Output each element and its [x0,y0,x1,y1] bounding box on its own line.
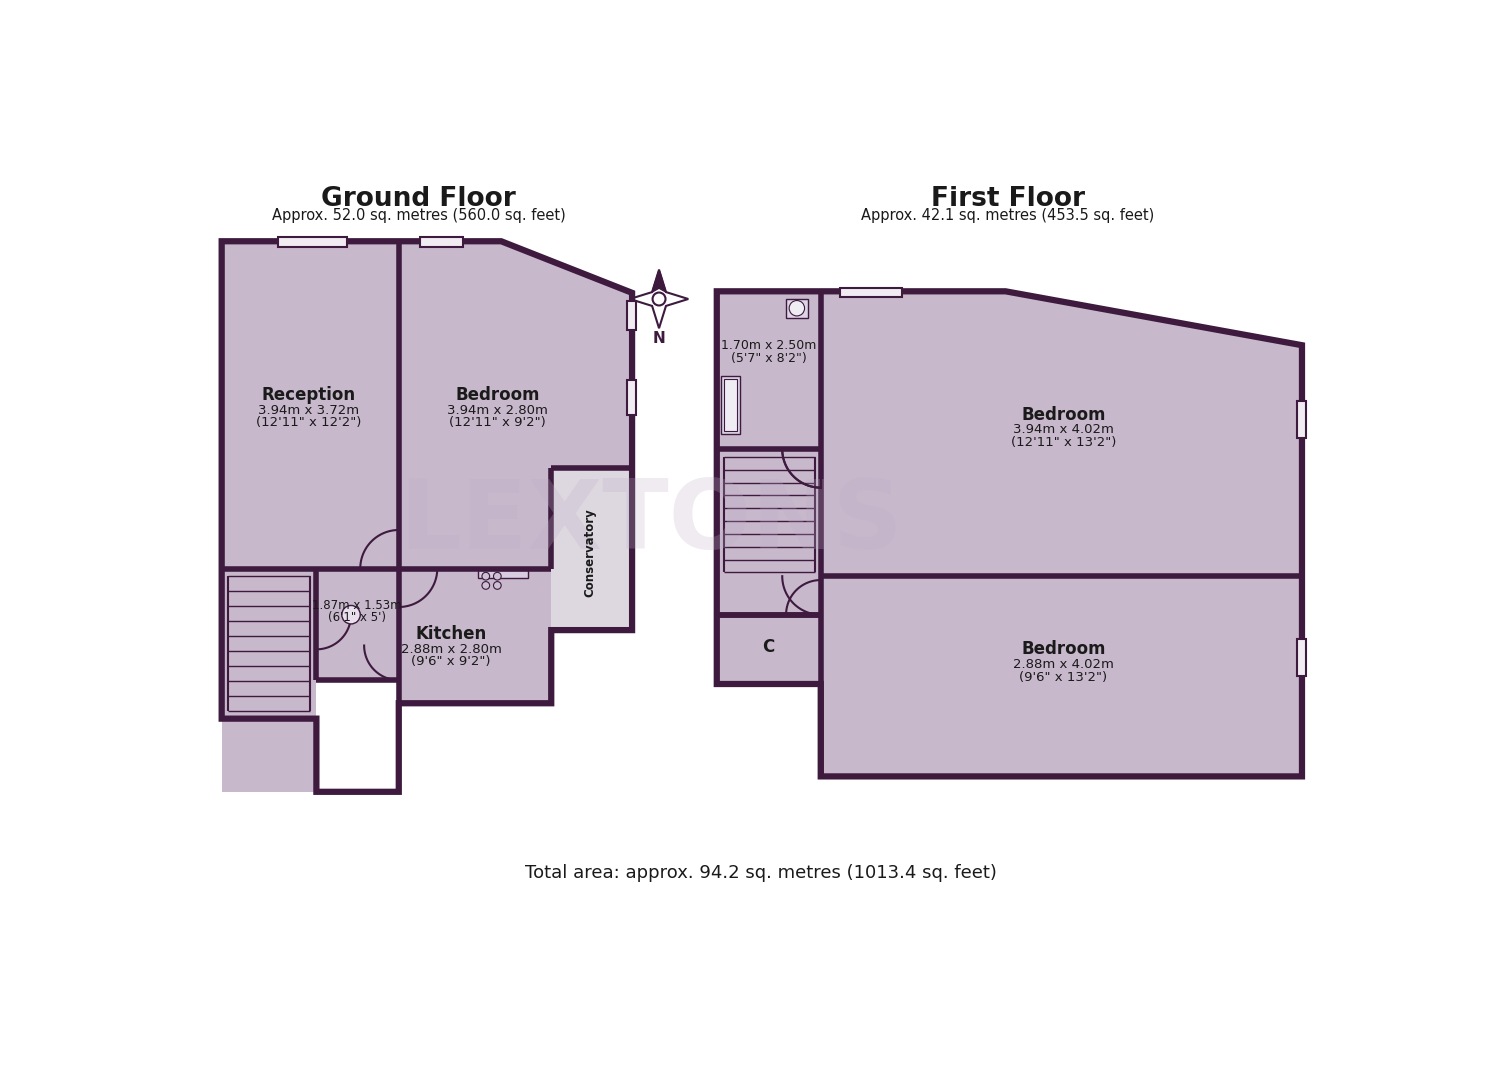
Circle shape [342,606,361,624]
Bar [723,379,737,431]
Text: Reception: Reception [261,387,356,404]
Text: 1.87m x 1.53m: 1.87m x 1.53m [312,599,402,612]
Text: (9'6" x 13'2"): (9'6" x 13'2") [1019,671,1108,684]
Bar [720,376,740,434]
Bar [841,288,901,297]
Text: First Floor: First Floor [931,186,1086,212]
Polygon shape [221,718,316,792]
Bar [478,570,529,578]
Bar [627,300,636,329]
Text: Bedroom: Bedroom [1022,640,1105,659]
Polygon shape [316,568,399,680]
Polygon shape [652,270,665,292]
Text: Total area: approx. 94.2 sq. metres (1013.4 sq. feet): Total area: approx. 94.2 sq. metres (101… [524,864,996,881]
Circle shape [483,572,490,580]
Text: 3.94m x 2.80m: 3.94m x 2.80m [447,404,548,417]
Polygon shape [221,568,316,718]
Text: Kitchen: Kitchen [416,625,487,643]
Bar [1296,401,1305,437]
Circle shape [483,582,490,590]
Polygon shape [399,568,551,703]
Circle shape [493,572,502,580]
Bar [1296,639,1305,676]
Circle shape [789,300,805,316]
Polygon shape [551,469,633,630]
Text: (9'6" x 9'2"): (9'6" x 9'2") [411,656,492,669]
Polygon shape [399,241,633,568]
Polygon shape [221,241,399,568]
Polygon shape [717,449,821,684]
Text: 2.88m x 4.02m: 2.88m x 4.02m [1013,658,1114,672]
Text: (12'11" x 9'2"): (12'11" x 9'2") [448,417,545,430]
Text: Bedroom: Bedroom [1022,405,1105,423]
Text: (12'11" x 13'2"): (12'11" x 13'2") [1011,435,1115,448]
Polygon shape [821,577,1302,777]
Text: LEXTONS: LEXTONS [399,476,903,569]
Text: C: C [762,638,775,656]
Text: Ground Floor: Ground Floor [321,186,517,212]
Text: (12'11" x 12'2"): (12'11" x 12'2") [255,417,361,430]
Bar [420,238,463,246]
Text: 3.94m x 4.02m: 3.94m x 4.02m [1013,423,1114,436]
Bar [278,238,347,246]
Text: 2.88m x 2.80m: 2.88m x 2.80m [401,643,502,656]
Circle shape [652,293,665,306]
Bar [627,380,636,415]
Text: 1.70m x 2.50m: 1.70m x 2.50m [720,339,817,352]
Text: N: N [653,330,665,346]
Text: Approx. 52.0 sq. metres (560.0 sq. feet): Approx. 52.0 sq. metres (560.0 sq. feet) [272,208,566,224]
Text: Bedroom: Bedroom [454,387,539,404]
Text: 3.94m x 3.72m: 3.94m x 3.72m [258,404,359,417]
Text: Approx. 42.1 sq. metres (453.5 sq. feet): Approx. 42.1 sq. metres (453.5 sq. feet) [861,208,1154,224]
Text: (5'7" x 8'2"): (5'7" x 8'2") [731,352,806,365]
Polygon shape [717,292,821,449]
Circle shape [493,582,502,590]
Bar [786,299,808,319]
Text: Conservatory: Conservatory [584,509,597,597]
Polygon shape [821,292,1302,577]
Text: (6'1" x 5'): (6'1" x 5') [328,611,386,624]
